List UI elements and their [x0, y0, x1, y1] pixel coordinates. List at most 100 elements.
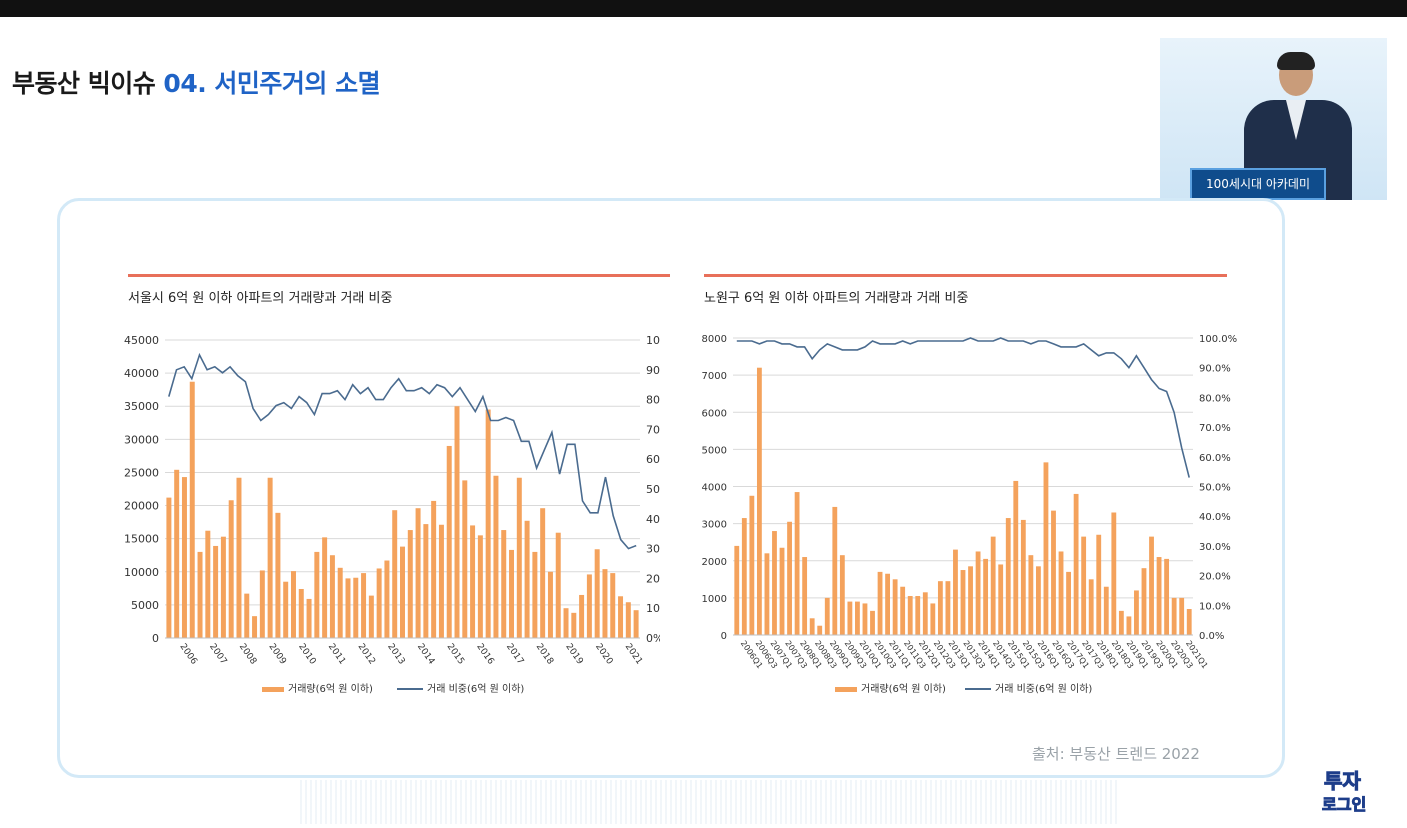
chart2-bar [824, 597, 830, 635]
chart2-y-left-tick: 3000 [702, 520, 727, 531]
chart1-legend-bar-swatch [262, 687, 284, 692]
chart1-bar [353, 577, 359, 638]
chart1-y-right-tick: 50% [646, 483, 660, 496]
chart2-bar [756, 367, 762, 635]
chart2-bar [885, 573, 891, 635]
chart2-bar [1066, 571, 1071, 635]
chart1-bar [345, 578, 351, 638]
chart2-bar [915, 596, 921, 635]
chart1-bar [275, 512, 281, 638]
chart2-y-right-tick: 50.0% [1199, 483, 1231, 494]
chart1-y-left-tick: 5000 [131, 599, 159, 612]
chart1-bar [283, 581, 289, 638]
chart1-bar [213, 545, 219, 638]
chart1-bar [384, 560, 390, 638]
chart2-y-right-tick: 70.0% [1199, 423, 1231, 434]
chart1-y-right-tick: 30% [646, 543, 660, 556]
chart1-bar [501, 530, 507, 638]
chart2-accent-line [704, 274, 1227, 277]
chart1-bar [337, 567, 343, 638]
chart1-bar [290, 571, 296, 638]
chart1-x-tick: 2021 [623, 642, 644, 666]
chart1-bar [259, 570, 265, 638]
chart2-bar [1171, 597, 1177, 635]
chart1-bar [431, 500, 437, 638]
chart2-bar [764, 553, 770, 635]
page-title-accent: 04. 서민주거의 소멸 [163, 69, 381, 98]
chart2-y-right-tick: 100.0% [1199, 334, 1237, 345]
chart1-bar [485, 409, 491, 638]
chart2-line-series [736, 337, 1190, 478]
chart2-bar [945, 581, 951, 635]
chart2-bar [930, 603, 936, 635]
chart2-bar [1028, 555, 1034, 635]
chart2-bar [772, 531, 777, 635]
chart1-y-right-tick: 70% [646, 423, 660, 436]
chart1-y-right-tick: 100% [646, 334, 660, 347]
chart1-bar [446, 445, 452, 638]
chart1-y-left-tick: 25000 [124, 466, 159, 479]
chart1-svg: 0 5000 10000 15000 20000 25000 30000 35000 40000… [124, 334, 660, 695]
chart2-bar [1013, 480, 1019, 635]
chart1-bar [509, 549, 515, 638]
chart1-bar [610, 573, 616, 638]
chart1-bar [586, 574, 592, 638]
chart1-bar [267, 477, 273, 638]
chart2-bar [809, 618, 815, 635]
chart2-bar [1058, 551, 1064, 635]
speaker-hair [1277, 52, 1315, 70]
chart1-legend-line-label: 거래 비중(6억 원 이하) [427, 682, 524, 695]
chart2-bar [749, 495, 755, 635]
chart1-bar [462, 480, 468, 638]
chart1-bar [633, 610, 639, 638]
chart1-bar [423, 524, 429, 638]
chart1-x-tick: 2009 [266, 642, 287, 667]
chart2-bar [968, 566, 973, 635]
chart-panel [57, 198, 1285, 778]
chart2-bar [922, 592, 928, 635]
chart2-bar [1088, 579, 1094, 635]
chart1-bar [361, 573, 367, 638]
chart1-bar [618, 596, 624, 638]
chart1-bar [602, 569, 608, 638]
page-title-prefix: 부동산 빅이슈 [12, 69, 164, 98]
chart1-bar [555, 532, 561, 638]
chart1-line-series [168, 352, 637, 550]
chart2-bar [900, 586, 906, 635]
chart1-y-right-tick: 0% [646, 632, 660, 645]
chart2-bar [855, 601, 860, 635]
chart2-y-left-tick: 2000 [702, 557, 727, 568]
chart2-bar [839, 555, 845, 635]
chart2-legend-bar-label: 거래량(6억 원 이하) [861, 682, 946, 695]
chart1-x-tick: 2014 [415, 642, 436, 667]
chart2-bar [1179, 597, 1185, 635]
chart1-bar [415, 508, 421, 638]
chart2-bar [1186, 609, 1192, 635]
chart1-x-tick: 2010 [296, 642, 317, 667]
podium: 100세시대 아카데미 [1190, 168, 1326, 200]
chart2-bar [1096, 534, 1102, 635]
chart1-y-right-tick: 40% [646, 513, 660, 526]
chart1-y-right-tick: 60% [646, 453, 660, 466]
chart2-bar [975, 551, 981, 635]
chart1-y-right-tick: 10% [646, 602, 660, 615]
chart2-bar [1035, 566, 1041, 635]
chart1-bar [625, 602, 631, 638]
chart1-bar [547, 571, 553, 638]
chart1-bar [376, 568, 382, 638]
chart1-x-tick: 2017 [504, 642, 525, 666]
chart1-x-tick: 2018 [534, 642, 555, 667]
chart2-bar [990, 536, 996, 635]
chart1-x-tick: 2012 [356, 642, 377, 666]
chart1-y-left-tick: 10000 [124, 566, 159, 579]
chart1-bar [516, 477, 522, 638]
podium-label: 100세시대 아카데미 [1206, 177, 1310, 191]
chart2-bar [953, 549, 958, 635]
chart2-bar [1111, 512, 1117, 635]
chart2-bar [832, 506, 838, 635]
speaker-video: 100세시대 아카데미 [1160, 38, 1387, 200]
chart1-bar [306, 598, 312, 638]
chart1-x-tick: 2008 [237, 642, 258, 667]
chart2-legend-bar-swatch [835, 687, 857, 692]
chart2-bar [877, 571, 883, 635]
